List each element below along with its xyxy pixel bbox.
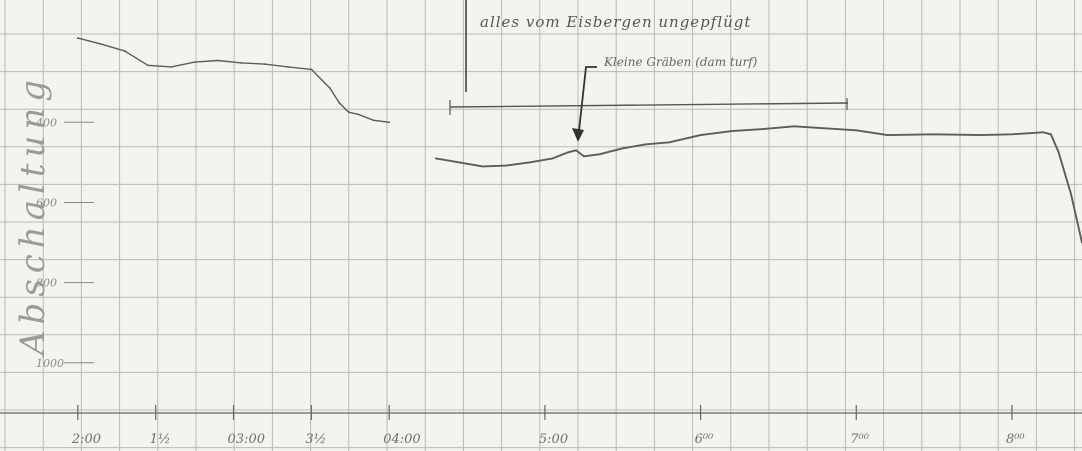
x-tick-label: 5:00 <box>539 432 568 447</box>
data-point <box>146 64 149 67</box>
data-point <box>1070 193 1073 196</box>
x-tick-label: 8⁰⁰ <box>1006 432 1025 447</box>
x-tick-label: 7⁰⁰ <box>850 432 869 447</box>
data-point <box>1011 133 1013 136</box>
data-point <box>575 149 577 152</box>
data-point <box>481 165 484 168</box>
data-point <box>435 157 437 160</box>
data-point <box>824 127 827 130</box>
data-point <box>458 161 461 164</box>
annotation-arrow <box>577 66 597 141</box>
data-point <box>582 155 585 158</box>
data-point <box>567 151 570 154</box>
data-point <box>287 66 289 68</box>
data-point <box>193 61 196 64</box>
data-point <box>329 87 331 90</box>
series-line <box>434 125 1082 244</box>
data-series <box>76 37 1082 244</box>
y-tick-label: 800 <box>36 277 57 290</box>
x-tick-labels: 2:00 1½ 03:00 3½ 04:00 5:00 6⁰⁰ 7⁰⁰ 8⁰⁰ <box>71 405 1025 447</box>
data-point <box>979 134 982 136</box>
data-point <box>699 134 702 136</box>
y-tick-label: 600 <box>36 196 57 209</box>
data-point <box>347 111 350 114</box>
y-tick-label: 400 <box>35 116 57 129</box>
data-point <box>1057 151 1060 154</box>
data-point <box>1049 133 1052 136</box>
data-point <box>621 147 624 150</box>
data-point <box>645 143 647 146</box>
x-tick-label: 1½ <box>150 432 171 447</box>
x-tick-label: 04:00 <box>383 432 420 447</box>
data-point <box>730 130 733 132</box>
data-point <box>123 50 126 52</box>
y-axis-label: Abschaltung <box>13 74 53 358</box>
annotation-bracket <box>449 102 849 108</box>
data-point <box>855 129 858 132</box>
data-point <box>170 66 173 68</box>
x-tick-label: 2:00 <box>71 432 101 447</box>
data-point <box>505 164 507 167</box>
y-tick-label: 1000 <box>36 357 64 370</box>
data-point <box>551 157 554 160</box>
data-point <box>310 68 313 71</box>
annotation-arrowhead <box>572 128 584 142</box>
data-point <box>263 63 266 66</box>
data-point <box>388 121 391 124</box>
data-point <box>372 119 375 122</box>
data-point <box>1042 131 1044 134</box>
data-point <box>100 43 103 45</box>
x-tick-label: 3½ <box>305 432 326 447</box>
data-point <box>217 59 219 62</box>
annotations: alles vom Eisbergen ungepflügt Kleine Gr… <box>449 0 849 142</box>
data-point <box>761 128 764 130</box>
data-point <box>886 134 889 136</box>
x-tick-label: 03:00 <box>228 432 265 447</box>
data-point <box>76 37 79 39</box>
annotation-small: Kleine Gräben (dam turf) <box>603 55 758 69</box>
annotation-main: alles vom Eisbergen ungepflügt <box>480 13 751 31</box>
data-point <box>528 161 531 164</box>
x-tick-label: 6⁰⁰ <box>695 432 714 447</box>
data-point <box>357 113 359 116</box>
data-point <box>668 141 671 144</box>
data-point <box>240 62 243 64</box>
data-point <box>793 125 795 128</box>
data-point <box>598 153 601 156</box>
y-tick-labels: 400 600 800 1000 <box>35 116 94 370</box>
data-point <box>933 133 936 136</box>
data-point <box>338 102 341 104</box>
